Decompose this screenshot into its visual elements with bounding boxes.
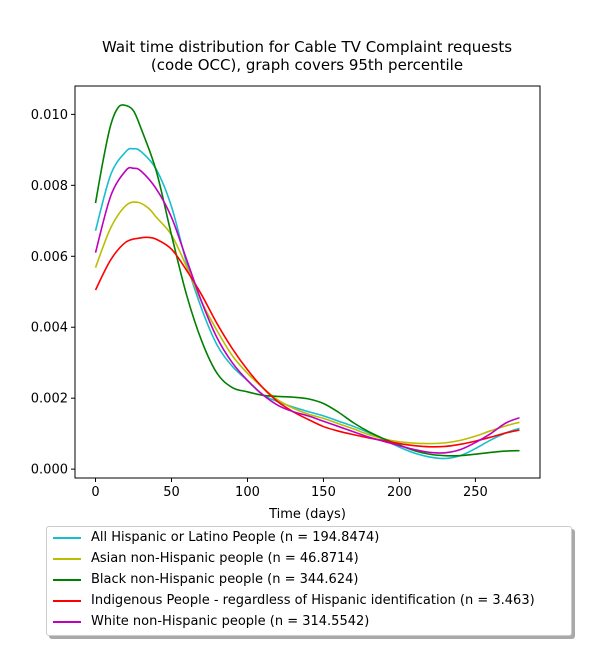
- x-tick-label: 200: [387, 485, 412, 500]
- y-tick-label: 0.010: [31, 108, 68, 123]
- legend-label: Black non-Hispanic people (n = 344.624): [91, 572, 359, 587]
- x-tick-label: 100: [235, 485, 260, 500]
- y-tick-label: 0.002: [31, 392, 68, 407]
- chart-title-line: Wait time distribution for Cable TV Comp…: [102, 38, 512, 56]
- y-tick-label: 0.004: [31, 321, 68, 336]
- y-tick-label: 0.006: [31, 250, 68, 265]
- x-tick-label: 250: [463, 485, 488, 500]
- chart-title: Wait time distribution for Cable TV Comp…: [102, 38, 512, 74]
- plot-frame: [74, 85, 541, 479]
- legend-item: Black non-Hispanic people (n = 344.624): [47, 569, 358, 590]
- x-axis-label: Time (days): [268, 507, 346, 522]
- legend-swatch: [53, 620, 81, 623]
- legend-swatch: [53, 599, 81, 602]
- legend-label: Asian non-Hispanic people (n = 46.8714): [91, 551, 359, 566]
- legend-item: Indigenous People - regardless of Hispan…: [47, 590, 535, 611]
- series-line-3: [94, 236, 520, 448]
- legend: All Hispanic or Latino People (n = 194.8…: [46, 526, 572, 636]
- x-axis-ticks: 0 50 100 150 200 250: [91, 478, 488, 500]
- x-tick-label: 150: [311, 485, 336, 500]
- series-line-0: [94, 147, 520, 460]
- y-axis-ticks: 0.000 0.002 0.004 0.006 0.008 0.010: [31, 108, 75, 478]
- chart-title-line: (code OCC), graph covers 95th percentile: [151, 56, 463, 74]
- series-line-1: [94, 201, 520, 445]
- x-tick-label: 50: [163, 485, 180, 500]
- y-tick-label: 0.000: [31, 463, 68, 478]
- legend-swatch: [53, 557, 81, 560]
- series-line-4: [94, 166, 520, 454]
- series-line-2: [94, 104, 520, 457]
- legend-item: Asian non-Hispanic people (n = 46.8714): [47, 548, 359, 569]
- series-lines: [94, 104, 520, 460]
- legend-item: All Hispanic or Latino People (n = 194.8…: [47, 527, 379, 548]
- legend-item: White non-Hispanic people (n = 314.5542): [47, 611, 369, 632]
- legend-swatch: [53, 578, 81, 581]
- legend-swatch: [53, 536, 81, 539]
- legend-label: White non-Hispanic people (n = 314.5542): [91, 614, 370, 629]
- legend-label: All Hispanic or Latino People (n = 194.8…: [91, 530, 380, 545]
- y-tick-label: 0.008: [31, 179, 68, 194]
- legend-label: Indigenous People - regardless of Hispan…: [91, 593, 535, 608]
- x-tick-label: 0: [91, 485, 99, 500]
